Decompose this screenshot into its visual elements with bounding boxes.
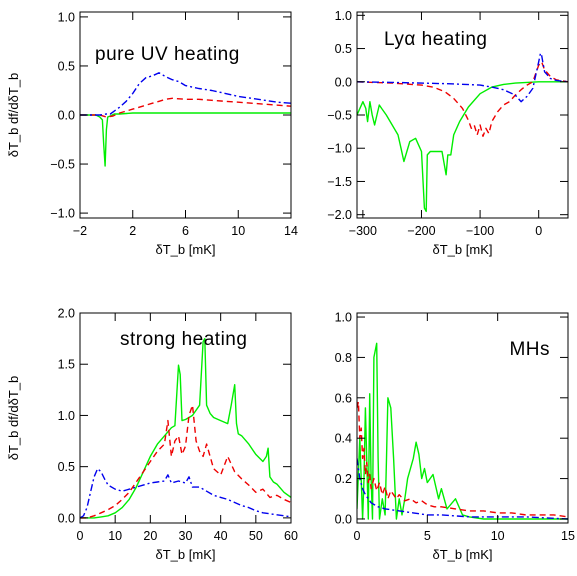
y-tick-label: −1.5 (327, 175, 352, 189)
y-tick-label: 0.5 (58, 460, 75, 474)
panel-title: strong heating (120, 329, 247, 350)
y-tick-label: 0.5 (335, 42, 352, 56)
x-tick-label: 10 (108, 529, 122, 543)
x-tick-label: 10 (491, 529, 505, 543)
y-tick-label: 1.5 (58, 358, 75, 372)
x-axis-label: δT_b [mK] (156, 547, 216, 562)
series-line-green (80, 112, 291, 167)
x-tick-label: 50 (249, 529, 263, 543)
y-tick-label: 0.5 (58, 59, 75, 73)
panel-1: −2 2 6 10 14 −1.0 −0.5 0.0 0.5 1.0 δT_b [mK] δT_b d… (6, 10, 298, 257)
panel-title: Lyα heating (384, 29, 487, 50)
panel-2: −300 −200 −100 0 −2.0 −1.5 −1.0 −0.5 0.0 0.5 1.0 δT… (327, 9, 569, 257)
y-tick-label: −0.5 (50, 158, 75, 172)
x-axis-label: δT_b [mK] (156, 242, 216, 257)
x-tick-label: 30 (179, 529, 193, 543)
y-axis-label: δT_b df/dδT_b (6, 73, 21, 158)
x-tick-label: 0 (77, 529, 84, 543)
y-tick-label: 0.0 (58, 511, 75, 525)
series-line-red (357, 61, 568, 138)
panel-title: MHs (509, 339, 550, 360)
panel-4: 0 5 10 15 0.0 0.2 0.4 0.6 0.8 1.0 δT_b [mK] MHs (335, 311, 575, 562)
x-tick-label: 15 (561, 529, 575, 543)
y-tick-label: −2.0 (327, 208, 352, 222)
series-line-green (357, 342, 568, 520)
x-tick-label: −2 (73, 224, 87, 238)
y-tick-label: 0.6 (335, 391, 352, 405)
x-tick-label: 0 (535, 224, 542, 238)
series-line-red (80, 97, 291, 118)
y-axis-label: δT_b df/dδT_b (6, 376, 21, 461)
y-tick-label: 1.0 (335, 9, 352, 23)
x-tick-label: −300 (349, 224, 377, 238)
x-tick-label: −200 (407, 224, 435, 238)
y-tick-label: −1.0 (327, 142, 352, 156)
series-line-blue (357, 458, 568, 520)
y-tick-label: 0.0 (335, 75, 352, 89)
series-line-red (357, 401, 568, 518)
x-tick-label: 60 (284, 529, 298, 543)
y-tick-label: 0.4 (335, 432, 352, 446)
x-tick-label: 40 (214, 529, 228, 543)
x-tick-label: 0 (354, 529, 361, 543)
y-tick-label: 1.0 (58, 10, 75, 24)
plot-frame (356, 312, 569, 524)
y-tick-label: 0.2 (335, 472, 352, 486)
x-axis-label: δT_b [mK] (433, 242, 493, 257)
series-line-green (357, 81, 568, 213)
x-axis-label: δT_b [mK] (433, 547, 493, 562)
y-tick-label: −0.5 (327, 109, 352, 123)
y-tick-label: 0.0 (58, 109, 75, 123)
y-tick-label: −1.0 (50, 207, 75, 221)
panel-title: pure UV heating (95, 44, 240, 65)
x-tick-label: −100 (466, 224, 494, 238)
y-tick-label: 1.0 (58, 409, 75, 423)
x-tick-label: 10 (231, 224, 245, 238)
y-tick-label: 2.0 (58, 307, 75, 321)
x-tick-label: 2 (129, 224, 136, 238)
series-line-green (80, 337, 291, 519)
panel-3: 0 10 20 30 40 50 60 0.0 0.5 1.0 1.5 2.0 δT_b [mK] δT_… (6, 307, 298, 563)
series-line-blue (80, 468, 291, 519)
x-tick-label: 14 (284, 224, 298, 238)
x-tick-label: 20 (143, 529, 157, 543)
y-tick-label: 0.8 (335, 351, 352, 365)
series-line-red (80, 404, 291, 519)
y-tick-label: 1.0 (335, 311, 352, 325)
x-tick-label: 6 (182, 224, 189, 238)
series-line-blue (80, 72, 291, 116)
series-line-blue (357, 52, 568, 103)
y-tick-label: 0.0 (335, 512, 352, 526)
x-tick-label: 5 (424, 529, 431, 543)
